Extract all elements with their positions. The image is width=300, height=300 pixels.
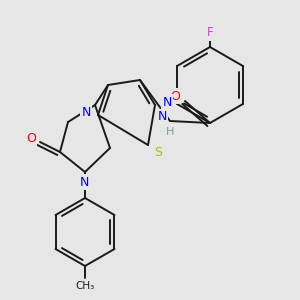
Text: N: N [162,95,172,109]
Text: N: N [79,176,89,188]
Text: F: F [207,26,213,40]
Text: H: H [166,127,174,137]
Text: N: N [81,106,91,118]
Text: O: O [170,89,180,103]
Text: O: O [26,131,36,145]
Text: S: S [154,146,162,160]
Text: CH₃: CH₃ [75,281,94,291]
Text: N: N [157,110,167,124]
